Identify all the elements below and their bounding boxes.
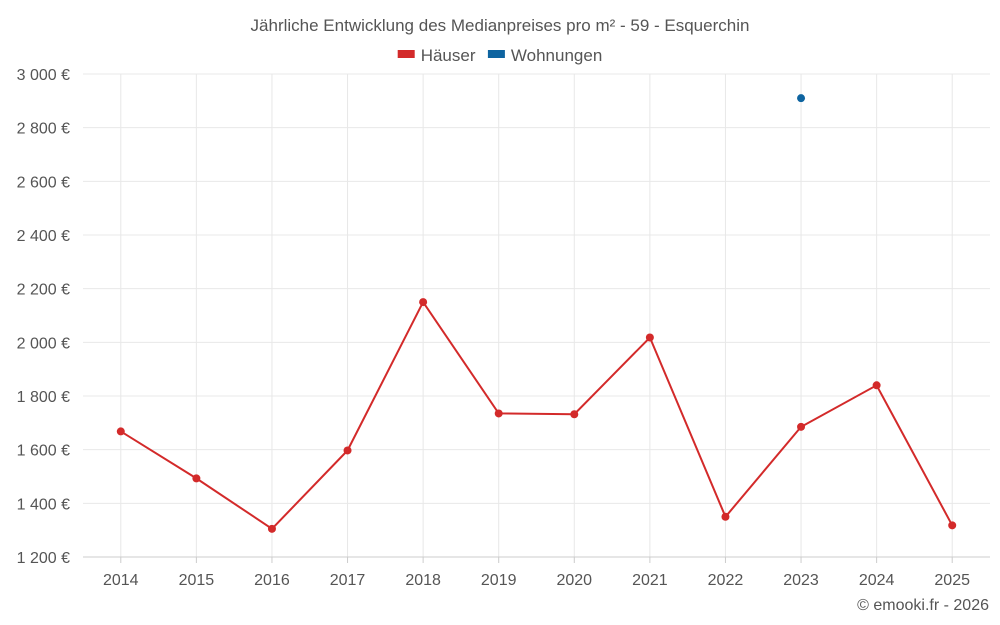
- grid: [83, 73, 990, 558]
- x-tick-label: 2024: [859, 572, 895, 589]
- y-tick-label: 2 800 €: [17, 121, 70, 138]
- data-point-h-user[interactable]: [267, 524, 276, 533]
- x-tick-label: 2018: [405, 572, 441, 589]
- data-point-h-user[interactable]: [948, 521, 957, 530]
- y-tick-label: 1 600 €: [17, 443, 70, 460]
- data-point-h-user[interactable]: [872, 381, 881, 390]
- data-point-h-user[interactable]: [570, 410, 579, 419]
- series-layer: [116, 94, 957, 533]
- x-tick-label: 2015: [179, 572, 215, 589]
- legend-swatch: [487, 50, 505, 58]
- series-h-user: [116, 298, 957, 533]
- y-axis: 1 200 € 1 400 € 1 600 € 1 800 € 2 000 € 2 200…: [17, 67, 70, 567]
- x-tick-label: 2016: [254, 572, 290, 589]
- data-point-wohnungen[interactable]: [797, 94, 806, 103]
- x-tick-label: 2017: [330, 572, 366, 589]
- legend-item[interactable]: Häuser: [397, 46, 476, 65]
- y-tick-label: 2 400 €: [17, 228, 70, 245]
- data-point-h-user[interactable]: [116, 427, 125, 436]
- x-tick-label: 2025: [934, 572, 970, 589]
- credit-text: © emooki.fr - 2026: [857, 597, 989, 614]
- y-tick-label: 1 400 €: [17, 496, 70, 513]
- legend-label: Wohnungen: [511, 46, 602, 65]
- series-line-h-user: [120, 300, 954, 531]
- data-point-h-user[interactable]: [419, 298, 428, 307]
- series-wohnungen: [797, 94, 806, 103]
- x-tick-label: 2014: [103, 572, 139, 589]
- legend-label: Häuser: [421, 46, 476, 65]
- y-tick-label: 2 600 €: [17, 174, 70, 191]
- x-tick-label: 2020: [556, 572, 592, 589]
- chart-title: Jährliche Entwicklung des Medianpreises …: [251, 16, 750, 35]
- legend-item[interactable]: Wohnungen: [487, 46, 602, 65]
- x-axis: 2014 2015 2016 2017 2018 2019 2020 2021 2022 2023…: [83, 556, 990, 589]
- data-point-h-user[interactable]: [343, 446, 352, 455]
- legend-swatch: [397, 50, 415, 58]
- y-tick-label: 2 200 €: [17, 282, 70, 299]
- x-tick-label: 2021: [632, 572, 668, 589]
- y-tick-label: 3 000 €: [17, 67, 70, 84]
- y-tick-label: 1 800 €: [17, 389, 70, 406]
- y-tick-label: 1 200 €: [17, 550, 70, 567]
- y-tick-label: 2 000 €: [17, 335, 70, 352]
- x-tick-label: 2023: [783, 572, 819, 589]
- x-tick-label: 2022: [708, 572, 744, 589]
- data-point-h-user[interactable]: [192, 474, 201, 483]
- data-point-h-user[interactable]: [721, 512, 730, 521]
- data-point-h-user[interactable]: [645, 333, 654, 342]
- data-point-h-user[interactable]: [797, 422, 806, 431]
- legend: Häuser Wohnungen: [397, 46, 602, 65]
- x-tick-label: 2019: [481, 572, 517, 589]
- data-point-h-user[interactable]: [494, 409, 503, 418]
